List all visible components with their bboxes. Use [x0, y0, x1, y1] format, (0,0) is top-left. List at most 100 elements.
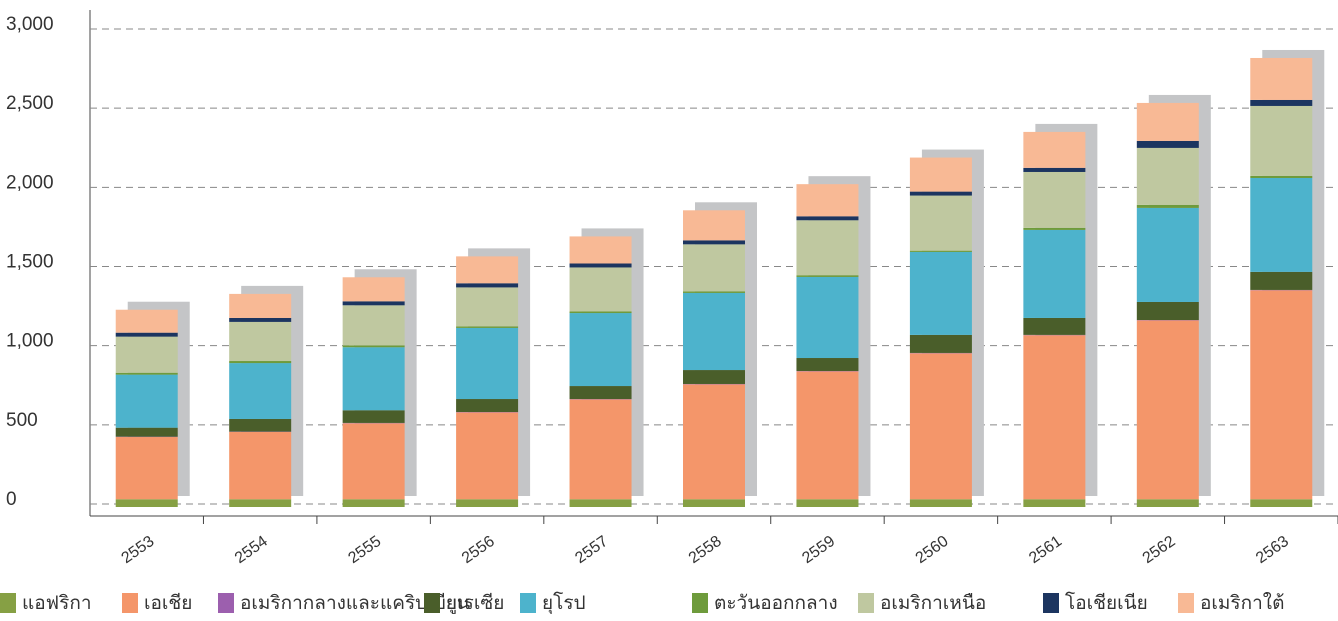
bar-segment: [116, 375, 178, 428]
bar-segment: [456, 326, 518, 328]
legend-swatch: [424, 593, 440, 613]
bar-segment: [343, 277, 405, 301]
legend-label: อเมริกาเหนือ: [880, 593, 986, 614]
bar-segment: [683, 210, 745, 240]
bar-segment: [683, 293, 745, 370]
bar-segment: [1250, 106, 1312, 176]
bar-segment: [1023, 172, 1085, 228]
y-tick-label: 2,500: [6, 93, 54, 114]
bar-segment: [116, 428, 178, 437]
bar-segment: [1023, 168, 1085, 172]
bar-segment: [456, 399, 518, 412]
bar-segment: [116, 437, 178, 499]
legend-label: ตะวันออกกลาง: [714, 593, 838, 614]
y-tick-label: 3,000: [6, 14, 54, 35]
bar-segment: [796, 358, 858, 371]
bar-segment: [570, 386, 632, 399]
bar-segment: [570, 499, 632, 507]
bar-segment: [229, 361, 291, 363]
bar-segment: [343, 410, 405, 423]
bar-segment: [796, 220, 858, 275]
legend-swatch: [858, 593, 874, 613]
bar-segment: [1023, 230, 1085, 318]
bar-segment: [1023, 318, 1085, 335]
legend-label: แอฟริกา: [22, 593, 92, 614]
bar-segment: [1250, 499, 1312, 507]
bar-segment: [1250, 290, 1312, 499]
bar-segment: [910, 252, 972, 335]
legend-label: โอเชียเนีย: [1065, 591, 1148, 614]
bar-segment: [343, 345, 405, 347]
bar-segment: [116, 333, 178, 337]
bar-segment: [1137, 205, 1199, 208]
bar-segment: [1250, 58, 1312, 100]
bar-segment: [229, 294, 291, 318]
bar-segment: [1137, 302, 1199, 320]
bar-segment: [1137, 103, 1199, 141]
legend-label: อเมริกาใต้: [1200, 592, 1284, 614]
legend-label: เอเชีย: [144, 592, 192, 614]
bar-segment: [1137, 208, 1199, 302]
x-tick-label: 2556: [459, 533, 498, 567]
bar-segment: [683, 384, 745, 499]
bar-segment: [683, 240, 745, 244]
bar-segment: [570, 267, 632, 311]
bar-segment: [456, 499, 518, 507]
bar-segment: [570, 236, 632, 263]
legend-swatch: [692, 593, 708, 613]
bar-segment: [1137, 141, 1199, 148]
x-tick-label: 2555: [345, 533, 384, 567]
bar-segment: [1023, 335, 1085, 499]
y-tick-label: 2,000: [6, 172, 54, 193]
bar-segment: [1023, 132, 1085, 168]
x-tick-label: 2561: [1026, 533, 1065, 567]
legend-swatch: [520, 593, 536, 613]
legend-swatch: [1178, 593, 1194, 613]
bar-segment: [229, 499, 291, 507]
bar-segment: [683, 244, 745, 291]
bar-segment: [1137, 320, 1199, 499]
bar-segment: [570, 311, 632, 313]
bar-segment: [910, 353, 972, 499]
bar-segment: [796, 371, 858, 499]
bar-segment: [1023, 228, 1085, 230]
bar-segment: [796, 499, 858, 507]
bar-segment: [229, 432, 291, 499]
x-tick-label: 2557: [572, 533, 611, 567]
bar-segment: [343, 301, 405, 305]
legend-swatch: [0, 593, 16, 613]
bar-segment: [796, 216, 858, 220]
bar-segment: [1250, 272, 1312, 290]
bar-segment: [570, 399, 632, 499]
bar-segment: [343, 499, 405, 507]
bar-segment: [796, 184, 858, 216]
bar-segment: [796, 275, 858, 277]
bar-segment: [570, 313, 632, 386]
x-tick-label: 2554: [232, 533, 271, 567]
bar-segment: [116, 499, 178, 507]
legend-swatch: [1043, 593, 1059, 613]
bar-segment: [1023, 499, 1085, 507]
bar-segment: [910, 251, 972, 252]
bar-segment: [456, 283, 518, 287]
y-tick-label: 1,500: [6, 252, 54, 273]
bar-segment: [910, 192, 972, 196]
bar-segment: [1250, 178, 1312, 272]
x-tick-label: 2559: [799, 533, 838, 567]
bar-segment: [796, 277, 858, 358]
x-tick-label: 2562: [1140, 533, 1179, 567]
bar-segment: [910, 196, 972, 251]
bar-segment: [910, 335, 972, 353]
bar-segment: [229, 322, 291, 361]
bar-segment: [343, 347, 405, 410]
legend-swatch: [218, 593, 234, 613]
x-tick-label: 2553: [119, 533, 158, 567]
bar-segment: [1137, 148, 1199, 205]
bar-segment: [229, 363, 291, 419]
y-tick-label: 1,000: [6, 331, 54, 352]
bar-segment: [116, 310, 178, 333]
bar-segment: [1250, 176, 1312, 178]
x-tick-label: 2563: [1253, 533, 1292, 567]
bar-segment: [683, 291, 745, 293]
